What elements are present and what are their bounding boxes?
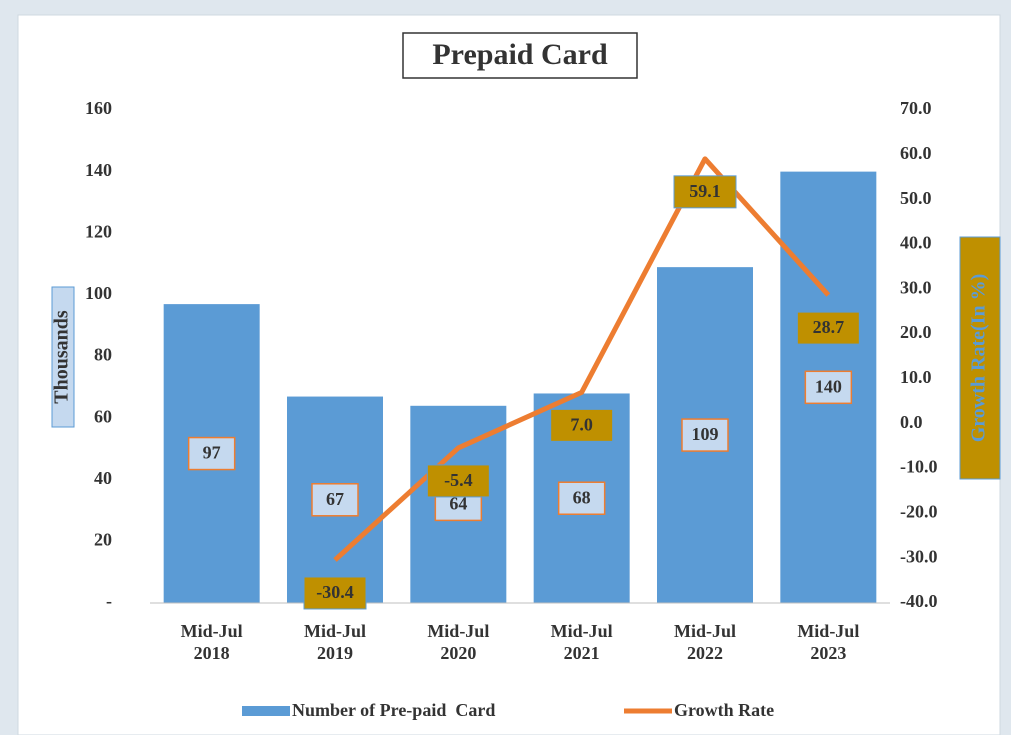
y2-tick-label: 40.0 (900, 233, 932, 253)
data-label: 68 (573, 487, 591, 507)
y-label-box (51, 286, 75, 428)
data-label: 28.7 (813, 317, 845, 337)
data-label: 64 (449, 494, 467, 514)
y-tick-label: 160 (85, 98, 112, 118)
legend-swatch (242, 706, 290, 716)
title-box (402, 32, 638, 79)
y-tick-label: 20 (94, 530, 112, 550)
data-label: 97 (203, 443, 221, 463)
data-label-box (550, 408, 614, 442)
y2-tick-label: 50.0 (900, 188, 932, 208)
x-tick-label: Mid-Jul 2020 (427, 621, 490, 663)
y2-tick-label: 0.0 (900, 412, 923, 432)
y-tick-label: 40 (94, 468, 112, 488)
y2-axis-title: Growth Rate(In %) (968, 274, 990, 443)
y2-tick-label: 70.0 (900, 98, 932, 118)
data-label-box (804, 370, 853, 405)
y-tick-label: 140 (85, 160, 112, 180)
y-tick-label: 120 (85, 221, 112, 241)
line (333, 156, 831, 562)
y2-tick-label: -20.0 (900, 501, 938, 521)
y2-tick-label: -30.0 (900, 546, 938, 566)
data-label: 67 (326, 489, 344, 509)
legend-label: Number of Pre-paid Card (292, 700, 495, 720)
data-label: -5.4 (444, 470, 473, 490)
y-axis-title: Thousands (51, 310, 73, 404)
data-label-box (311, 483, 359, 517)
data-label-box (673, 175, 737, 209)
y-tick-label: 80 (94, 345, 112, 365)
y-tick-label: - (106, 591, 112, 611)
data-label-box (796, 311, 860, 345)
data-label-box (187, 436, 236, 471)
data-label: 109 (692, 424, 719, 444)
x-tick-label: Mid-Jul 2019 (303, 621, 366, 663)
data-label: 59.1 (689, 181, 721, 201)
x-tick-label: Mid-Jul 2022 (673, 621, 736, 663)
data-label: 7.0 (570, 414, 593, 434)
y2-tick-label: 30.0 (900, 277, 932, 297)
y2-tick-label: 20.0 (900, 322, 932, 342)
x-tick-label: Mid-Jul 2018 (180, 621, 243, 663)
y-tick-label: 60 (94, 406, 112, 426)
chart-title: Prepaid Card (432, 38, 608, 71)
data-label-box (426, 464, 490, 498)
x-tick-label: Mid-Jul 2021 (550, 621, 613, 663)
y2-tick-label: 10.0 (900, 367, 932, 387)
data-label-box (303, 576, 367, 610)
data-label: -30.4 (316, 582, 354, 602)
y2-tick-label: -40.0 (900, 591, 938, 611)
x-tick-label: Mid-Jul 2023 (797, 621, 860, 663)
y2-tick-label: 60.0 (900, 143, 932, 163)
data-label: 140 (815, 376, 842, 396)
data-label-box (557, 481, 606, 515)
y-tick-label: 100 (85, 283, 112, 303)
legend-label: Growth Rate (674, 700, 774, 720)
y2-tick-label: -10.0 (900, 457, 938, 477)
data-label-box (681, 418, 729, 452)
y2-label-box (959, 236, 1001, 480)
